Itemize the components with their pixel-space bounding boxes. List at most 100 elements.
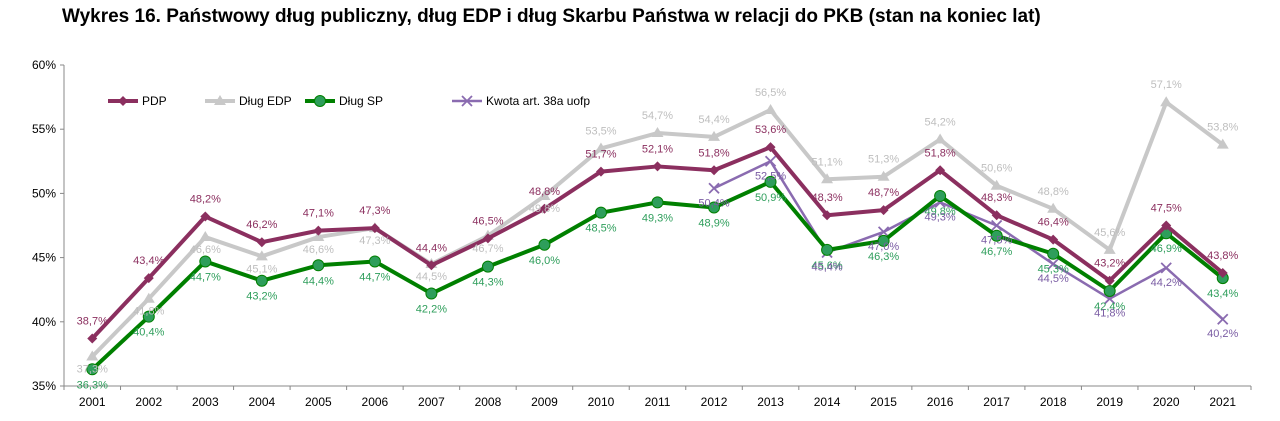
data-label: 49,8% (925, 206, 956, 218)
y-tick-label: 35% (32, 379, 56, 393)
diamond-marker (87, 333, 98, 344)
data-label: 48,7% (868, 187, 899, 199)
circle-marker (708, 201, 721, 214)
circle-marker (538, 238, 551, 251)
data-label: 54,4% (698, 114, 729, 126)
legend-item: Dług SP (305, 94, 383, 108)
data-label: 44,4% (303, 275, 334, 287)
data-label: 48,8% (1038, 186, 1069, 198)
diamond-marker (1104, 275, 1115, 286)
data-label: 46,5% (472, 215, 503, 227)
data-label: 48,9% (698, 218, 729, 230)
data-label: 45,6% (811, 260, 842, 272)
data-label: 53,6% (755, 124, 786, 136)
data-label: 43,4% (133, 255, 164, 267)
data-label: 46,2% (246, 219, 277, 231)
data-label: 54,7% (642, 110, 673, 122)
data-label: 49,3% (925, 211, 956, 223)
x-marker (877, 226, 890, 238)
triangle-marker (538, 189, 551, 200)
data-label: 46,3% (868, 251, 899, 263)
x-marker-stroke (877, 226, 890, 238)
x-marker (1217, 313, 1229, 325)
diamond-marker (1217, 268, 1228, 279)
x-marker (708, 182, 720, 194)
legend: PDP Dług EDP Dług SP Kwota art. 38a uofp (108, 94, 590, 108)
legend-item: Dług EDP (205, 94, 292, 108)
x-tick-label: 2017 (983, 395, 1010, 409)
diamond-marker (482, 233, 493, 244)
circle-marker (821, 243, 834, 256)
x-marker-stroke (1160, 262, 1172, 274)
x-tick-label: 2009 (531, 395, 558, 409)
x-marker (1160, 262, 1172, 274)
x-tick-label: 2016 (927, 395, 954, 409)
circle-marker (86, 363, 99, 376)
x-tick-label: 2015 (870, 395, 897, 409)
data-label: 50,4% (698, 197, 729, 209)
x-tick-label: 2007 (418, 395, 445, 409)
diamond-marker (822, 210, 833, 221)
data-label: 43,8% (1207, 250, 1238, 262)
y-tick-label: 50% (32, 186, 56, 200)
circle-marker (594, 206, 607, 219)
data-label: 47,3% (359, 205, 390, 217)
triangle-marker (651, 127, 664, 138)
legend-label: Dług EDP (239, 94, 292, 108)
x-tick-label: 2004 (248, 395, 275, 409)
x-tick-label: 2005 (305, 395, 332, 409)
diamond-marker (878, 205, 889, 216)
data-label: 44,5% (1038, 273, 1069, 285)
data-label: 47,5% (981, 235, 1012, 247)
data-label: 50,6% (981, 163, 1012, 175)
triangle-marker (255, 250, 268, 261)
data-label: 48,3% (811, 192, 842, 204)
triangle-marker (764, 103, 777, 114)
triangle-marker (214, 95, 226, 105)
circle-marker (368, 255, 381, 268)
data-label: 42,4% (1094, 301, 1125, 313)
data-label: 38,7% (77, 315, 108, 327)
data-label: 43,2% (1094, 258, 1125, 270)
data-label: 54,2% (925, 116, 956, 128)
x-marker-stroke (1217, 313, 1229, 325)
triangle-marker (86, 350, 99, 361)
legend-label: Kwota art. 38a uofp (486, 94, 590, 108)
legend-item: Kwota art. 38a uofp (452, 94, 590, 108)
circle-marker (314, 95, 326, 107)
x-tick-label: 2020 (1153, 395, 1180, 409)
data-label: 49,3% (642, 212, 673, 224)
data-label: 51,8% (925, 147, 956, 159)
data-label: 48,2% (190, 194, 221, 206)
diamond-marker (1048, 234, 1059, 245)
data-label: 57,1% (1151, 79, 1182, 91)
data-label: 47,5% (1151, 203, 1182, 215)
data-label: 50,9% (755, 192, 786, 204)
circle-marker (1047, 247, 1060, 260)
diamond-marker (991, 210, 1002, 221)
data-label: 44,7% (190, 271, 221, 283)
data-label: 42,2% (416, 304, 447, 316)
data-label: 51,3% (868, 154, 899, 166)
diamond-marker (709, 165, 720, 176)
series-lines (86, 96, 1229, 376)
x-tick-label: 2019 (1096, 395, 1123, 409)
y-tick-label: 55% (32, 122, 56, 136)
data-label: 48,5% (585, 223, 616, 235)
data-label: 51,1% (811, 156, 842, 168)
circle-marker (990, 229, 1003, 242)
x-tick-label: 2008 (475, 395, 502, 409)
legend-label: Dług SP (339, 94, 383, 108)
data-label: 47,0% (868, 241, 899, 253)
diamond-marker (765, 142, 776, 153)
data-label: 44,5% (416, 271, 447, 283)
data-label: 41,8% (1094, 308, 1125, 320)
circle-marker (651, 196, 664, 209)
series-2 (86, 175, 1229, 376)
x-marker (764, 155, 777, 167)
circle-marker (425, 287, 438, 300)
data-label: 48,8% (529, 186, 560, 198)
data-label: 45,4% (811, 261, 842, 273)
triangle-marker (1160, 96, 1173, 107)
triangle-marker (990, 179, 1003, 190)
